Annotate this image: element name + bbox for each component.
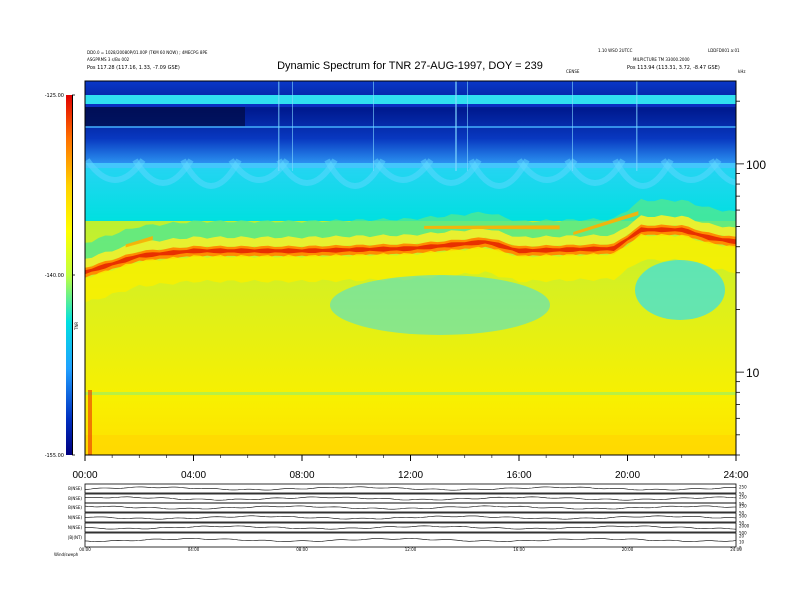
vertical-streak xyxy=(455,81,457,171)
chart-title: Dynamic Spectrum for TNR 27-AUG-1997, DO… xyxy=(277,60,543,72)
lower-panel-line xyxy=(84,525,737,530)
colorbar-label: TNR xyxy=(74,322,79,331)
spectrogram xyxy=(85,81,736,455)
lower-panel-right-tick: 50 xyxy=(739,521,745,526)
lower-x-tick-label: 08:00 xyxy=(296,547,308,552)
khz-unit-label: kHz xyxy=(738,69,745,74)
lower-yellow-band xyxy=(85,233,736,303)
colorbar-tick-label: -155.00 xyxy=(45,453,64,459)
upper-emission-streaks xyxy=(125,211,639,248)
header-right-line2: MILPICTURE TM 33000.2000 xyxy=(633,57,690,62)
vertical-streak xyxy=(292,81,293,171)
colorbar xyxy=(66,95,72,455)
lower-panel-label: B(NSE) xyxy=(68,486,82,491)
lower-x-tick-label: 04:00 xyxy=(188,547,200,552)
lower-panel-right-tick: 2000 xyxy=(739,524,750,529)
left-spike xyxy=(88,390,92,455)
center-small-label: CENSE xyxy=(566,69,580,74)
ripple-arc xyxy=(180,158,242,189)
lower-panel-line xyxy=(85,515,737,520)
lower-panel-right-tick: 50 xyxy=(739,502,745,507)
vertical-streak xyxy=(636,81,638,171)
lower-panel-line xyxy=(84,538,737,543)
lower-panel-frame xyxy=(84,483,737,494)
lower-x-tick-label: 12:00 xyxy=(405,547,417,552)
x-tick-label: 16:00 xyxy=(506,470,531,481)
lower-panel-label: B(NSE) xyxy=(68,496,82,501)
colorbar-tick-label: -125.00 xyxy=(45,93,64,99)
lower-x-tick-label: 24:00 xyxy=(730,547,742,552)
header-right-line1: 1.10 WSO 2UTCC xyxy=(598,48,633,53)
ripple-arc xyxy=(324,158,386,189)
header-left-line3: Pos 117.28 (117.16, 1.33, -7.09 GSE) xyxy=(87,65,180,71)
x-tick-label: 12:00 xyxy=(398,470,423,481)
x-axis: 00:00 04:00 08:00 12:00 16:00 20:00 24:00 xyxy=(72,455,749,481)
lower-panel-frame xyxy=(84,493,737,504)
emission-band xyxy=(85,224,736,278)
upper-yellow-band xyxy=(85,215,736,269)
lower-panel-right-tick: 250 xyxy=(739,495,747,500)
x-tick-label: 20:00 xyxy=(615,470,640,481)
lower-panel-frame xyxy=(84,532,737,548)
header-right-line3: Pos 113.94 (113.31, 3.72, -8.47 GSE) xyxy=(627,65,720,71)
footer-label: Wind/sweph xyxy=(54,552,79,557)
lower-panel-line xyxy=(84,486,737,491)
header-right-line1b: LDDFD001 a:01 xyxy=(708,48,740,53)
x-tick-label: 00:00 xyxy=(72,470,97,481)
lower-panel-line xyxy=(84,496,737,501)
ripple-arc xyxy=(468,158,530,189)
y-axis-right: 100 10 xyxy=(736,100,766,456)
lower-panel-right-tick: 250 xyxy=(739,504,747,509)
lower-panel-frame xyxy=(84,502,737,513)
green-zone xyxy=(85,198,736,263)
lower-panel-right-tick: 20 xyxy=(739,534,745,539)
lower-panel-right-tick: 500 xyxy=(739,531,747,536)
lower-panel-right-tick: 50 xyxy=(739,492,745,497)
vertical-streak xyxy=(467,81,468,171)
header-left-line1: DD0.0 = 1028/20080P/01.00P (TKM 60 NOW) … xyxy=(87,50,208,55)
lower-panel-right-tick: 0 xyxy=(739,546,742,551)
top-ripples xyxy=(85,81,736,189)
cyan-patch xyxy=(330,275,550,335)
vertical-streak xyxy=(278,81,280,171)
lower-panel-line xyxy=(84,505,737,510)
lower-panel-label: B(NSE) xyxy=(68,505,82,510)
ripple-arc xyxy=(708,158,736,186)
colorbar-ticks: -125.00 -140.00 -155.00 xyxy=(45,93,75,459)
vertical-streak xyxy=(373,81,374,171)
lower-panel-right-tick: 50 xyxy=(739,511,745,516)
x-tick-label: 24:00 xyxy=(723,470,748,481)
vertical-streak xyxy=(572,81,573,171)
colorbar-tick-label: -140.00 xyxy=(45,273,64,279)
lower-x-tick-label: 20:00 xyxy=(622,547,634,552)
lower-panel-label: N(NSE) xyxy=(68,515,83,520)
lower-panel-right-tick: 10 xyxy=(739,540,745,545)
lower-x-tick-label: 00:00 xyxy=(79,547,91,552)
cyan-patch-right xyxy=(635,260,725,320)
lower-panel-label: |B|(NT) xyxy=(68,535,82,540)
horizontal-stripe xyxy=(85,392,736,395)
header-left-line2: ASGPRMS 3 s/Bo 002 xyxy=(87,57,130,62)
y-tick-label: 10 xyxy=(746,366,760,380)
x-tick-label: 08:00 xyxy=(289,470,314,481)
lower-x-tick-label: 16:00 xyxy=(513,547,525,552)
ripple-arc xyxy=(612,158,674,189)
emission-core xyxy=(85,227,736,275)
x-tick-label: 04:00 xyxy=(181,470,206,481)
lower-panel-right-tick: 500 xyxy=(739,514,747,519)
lower-panel-label: N(NSE) xyxy=(68,525,83,530)
y-tick-label: 100 xyxy=(746,158,766,172)
lower-panel-right-tick: 250 xyxy=(739,485,747,490)
